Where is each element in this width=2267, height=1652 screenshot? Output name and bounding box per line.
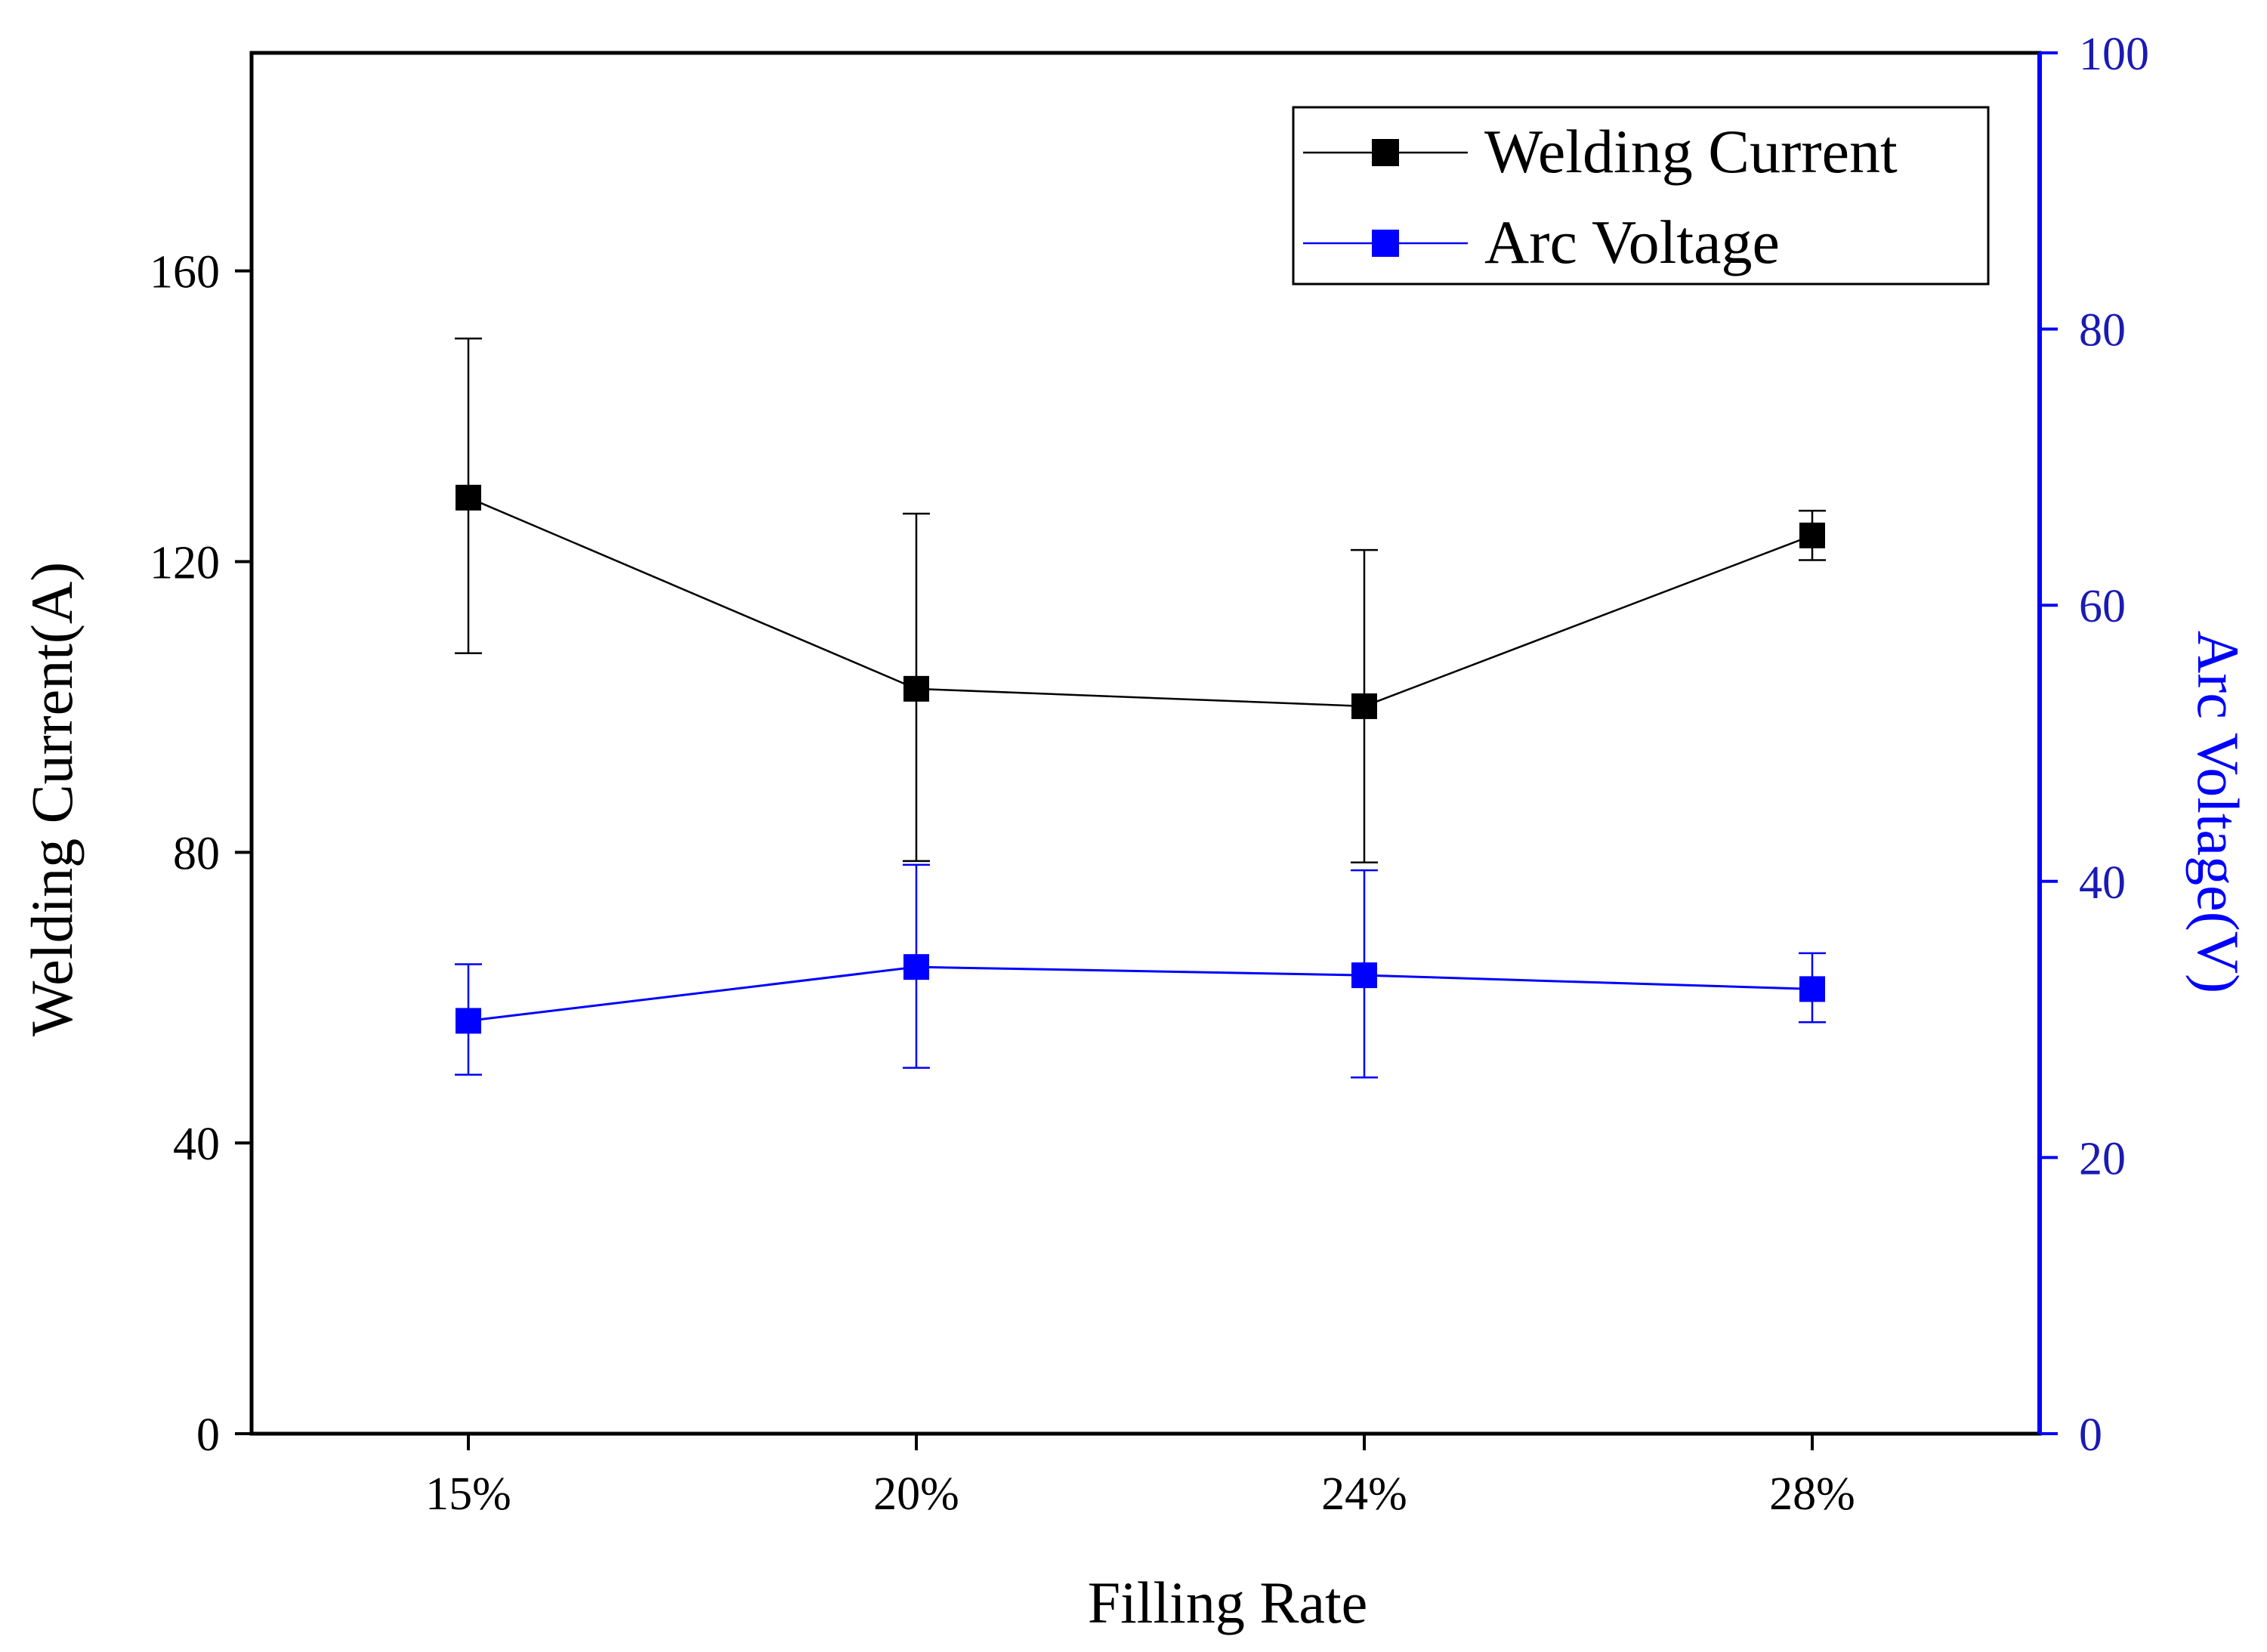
- legend-current-marker: [1372, 139, 1399, 166]
- current-series: [455, 337, 1826, 864]
- legend-box: [1292, 106, 1990, 286]
- left-tick-label: 0: [196, 1410, 220, 1461]
- legend-voltage-marker: [1372, 230, 1399, 257]
- right-tick-label: 0: [2079, 1410, 2102, 1461]
- voltage-point: [903, 954, 929, 980]
- legend-current-label: Welding Current: [1484, 117, 1898, 186]
- left-axis-ticks: 0 40 80 120 160: [150, 247, 252, 1461]
- voltage-point: [1799, 976, 1825, 1002]
- voltage-series: [455, 863, 1826, 1079]
- current-point: [1351, 693, 1377, 719]
- right-axis-label: Arc Voltage(V): [2185, 631, 2251, 993]
- right-axis-ticks: 0 20 40 60 80 100: [2040, 29, 2149, 1461]
- x-axis-label: Filling Rate: [1088, 1570, 1368, 1635]
- x-tick-label: 20%: [873, 1468, 959, 1520]
- left-tick-label: 40: [173, 1119, 220, 1170]
- left-tick-label: 120: [150, 537, 220, 588]
- voltage-line: [468, 965, 1813, 1022]
- legend: Welding Current Arc Voltage: [1292, 106, 1990, 286]
- x-axis-ticks: 15% 20% 24% 28%: [425, 1434, 1855, 1520]
- plot-marks: [455, 337, 1826, 1079]
- current-line: [468, 496, 1813, 708]
- left-tick-label: 80: [173, 828, 220, 879]
- x-tick-label: 15%: [425, 1468, 511, 1520]
- current-point: [1799, 522, 1825, 548]
- voltage-point: [456, 1008, 481, 1034]
- x-tick-label: 28%: [1769, 1468, 1855, 1520]
- right-tick-label: 80: [2079, 305, 2126, 357]
- right-tick-label: 60: [2079, 581, 2126, 632]
- right-tick-label: 20: [2079, 1133, 2126, 1184]
- left-tick-label: 160: [150, 247, 220, 298]
- current-point: [456, 484, 481, 511]
- right-tick-label: 40: [2079, 857, 2126, 909]
- x-tick-label: 24%: [1321, 1468, 1407, 1520]
- right-tick-label: 100: [2079, 29, 2149, 80]
- legend-voltage-label: Arc Voltage: [1484, 208, 1780, 276]
- left-axis-label: Welding Current(A): [19, 562, 85, 1036]
- voltage-point: [1351, 962, 1377, 989]
- current-point: [903, 675, 929, 702]
